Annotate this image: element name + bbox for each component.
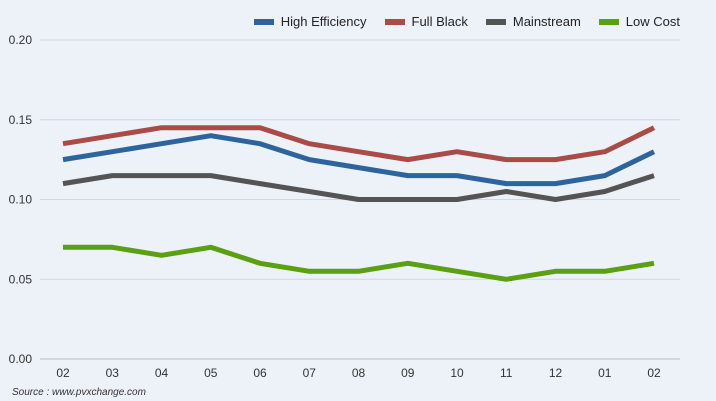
x-tick-label: 11	[500, 366, 513, 380]
series-line-full-black	[62, 125, 656, 163]
legend-item-mainstream: Mainstream	[485, 14, 581, 29]
series-line-mainstream	[62, 173, 655, 202]
legend-label-low-cost: Low Cost	[625, 14, 680, 29]
legend-label-mainstream: Mainstream	[512, 14, 581, 29]
legend-label-high-efficiency: High Efficiency	[280, 14, 367, 29]
legend-item-full-black: Full Black	[384, 14, 468, 29]
legend-swatch-full-black	[384, 18, 405, 25]
y-tick-label: 0.15	[9, 113, 33, 127]
x-tick-label: 02	[56, 366, 70, 380]
legend-swatch-mainstream	[485, 18, 506, 25]
legend-item-low-cost: Low Cost	[598, 14, 680, 29]
legend-swatch-low-cost	[598, 18, 619, 25]
x-tick-label: 12	[549, 366, 563, 380]
legend-label-full-black: Full Black	[411, 14, 468, 29]
x-tick-label: 10	[450, 366, 464, 380]
legend-swatch-high-efficiency	[253, 18, 274, 25]
y-tick-label: 0.20	[9, 33, 33, 47]
x-tick-label: 06	[253, 366, 267, 380]
x-tick-label: 01	[598, 366, 612, 380]
legend: High Efficiency Full Black Mainstream Lo…	[236, 14, 680, 29]
source-note: Source : www.pvxchange.com	[12, 387, 146, 398]
y-tick-label: 0.05	[9, 272, 33, 286]
y-tick-label: 0.10	[9, 193, 33, 207]
x-tick-label: 08	[352, 366, 366, 380]
x-tick-label: 05	[204, 366, 218, 380]
x-tick-label: 03	[106, 366, 120, 380]
x-tick-label: 04	[155, 366, 169, 380]
legend-item-high-efficiency: High Efficiency	[253, 14, 367, 29]
x-tick-label: 02	[647, 366, 661, 380]
x-tick-label: 09	[401, 366, 415, 380]
series-line-high-efficiency	[62, 133, 656, 187]
x-tick-label: 07	[303, 366, 317, 380]
y-tick-label: 0.00	[9, 352, 33, 366]
series-line-low-cost	[63, 244, 655, 282]
